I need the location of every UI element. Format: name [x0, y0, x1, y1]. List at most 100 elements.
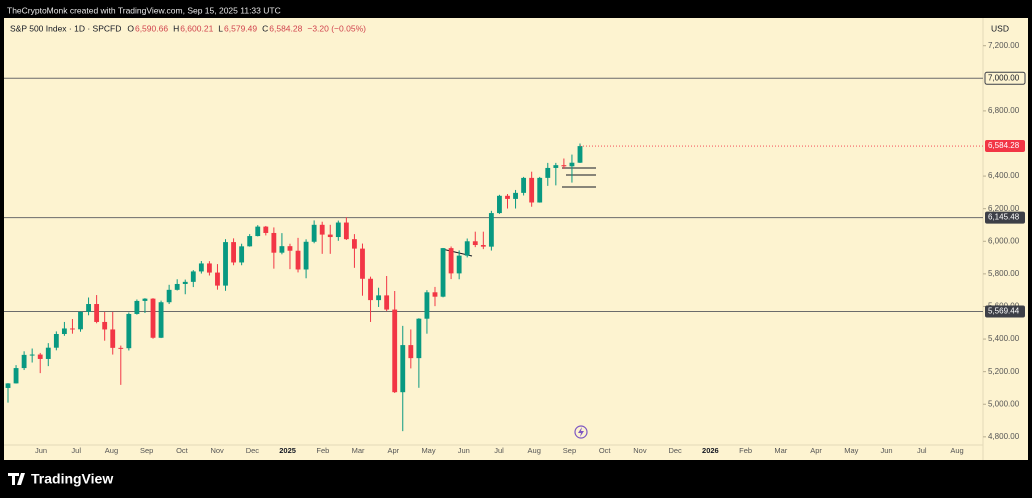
candle-body [279, 246, 285, 253]
candle-body [53, 334, 59, 348]
candle-body [319, 224, 325, 235]
level-label: 5,569.44 [988, 307, 1020, 316]
candle-body [126, 313, 132, 349]
y-tick-label: 5,400.00 [988, 334, 1020, 343]
candle-body [45, 347, 51, 359]
y-tick-label: 6,800.00 [988, 106, 1020, 115]
symbol: S&P 500 Index · 1D · SPCFD [10, 23, 121, 33]
x-tick-label: Mar [774, 446, 787, 455]
y-tick-label: 7,200.00 [988, 41, 1020, 50]
candle-body [343, 222, 349, 240]
candle-body [231, 242, 236, 263]
x-tick-label: 2025 [279, 446, 296, 455]
x-tick-label: May [844, 446, 858, 455]
x-tick-label: Aug [528, 446, 541, 455]
candle-body [37, 354, 43, 359]
x-tick-label: Feb [316, 446, 329, 455]
y-tick-label: 5,200.00 [988, 367, 1020, 376]
candle-body [287, 246, 293, 251]
candle-body [416, 318, 422, 359]
x-tick-label: Jul [917, 446, 927, 455]
candle-body [206, 263, 212, 273]
event-bolt[interactable] [578, 427, 584, 437]
ohlc-key: L [218, 23, 223, 33]
candle-body [537, 177, 543, 203]
x-tick-label: Apr [387, 446, 399, 455]
candle-body [94, 304, 100, 322]
x-tick-label: Sep [140, 446, 153, 455]
x-tick-label: Jul [71, 446, 81, 455]
level-label: 7,000.00 [988, 73, 1020, 82]
candle-body [376, 295, 382, 301]
level-label: 6,145.48 [988, 213, 1020, 222]
candle-body [440, 248, 446, 297]
candle-body [488, 213, 494, 247]
candle-body [295, 250, 301, 270]
candle-body [239, 246, 245, 263]
candle-body [118, 347, 124, 349]
candle-body [577, 146, 583, 163]
candle-body [303, 241, 309, 270]
event-icon[interactable] [574, 425, 588, 439]
candle-body [110, 329, 116, 348]
x-tick-label: Jun [880, 446, 892, 455]
x-tick-label: Dec [668, 446, 682, 455]
ohlc-value: 6,600.21 [180, 23, 213, 33]
candle-body [255, 226, 261, 237]
candle-body [311, 224, 317, 242]
candle-body [190, 271, 196, 282]
candle-body [392, 309, 398, 393]
candle-body [384, 295, 390, 310]
candle-body [263, 226, 269, 233]
candle-body [174, 283, 180, 290]
logo[interactable]: TradingView [8, 471, 113, 487]
x-tick-label: May [421, 446, 435, 455]
brand[interactable]: TradingView [31, 471, 113, 487]
candle-body [21, 354, 27, 369]
candle-body [215, 272, 220, 286]
candle-body [198, 263, 204, 272]
candle-body [70, 328, 75, 330]
candle-body [513, 192, 518, 199]
candle-body [497, 195, 502, 214]
candle-body [529, 177, 535, 203]
candle-body [360, 248, 365, 279]
candle-body [400, 345, 406, 393]
ohlc-value: 6,590.66 [135, 23, 168, 33]
y-tick-label: 5,800.00 [988, 269, 1020, 278]
candle-body [327, 234, 333, 238]
candle-body [61, 328, 67, 335]
candle-body [335, 222, 341, 238]
x-tick-label: Nov [633, 446, 647, 455]
x-tick-label: Sep [563, 446, 576, 455]
x-tick-label: Jun [35, 446, 47, 455]
x-tick-label: Aug [950, 446, 963, 455]
x-tick-label: 2026 [702, 446, 719, 455]
ohlc-change: −3.20 (−0.05%) [307, 23, 366, 33]
x-tick-label: Mar [352, 446, 365, 455]
candle-body [480, 245, 486, 247]
logo-mark[interactable] [8, 473, 25, 485]
candle-body [223, 242, 228, 286]
ohlc-value: 6,584.28 [269, 23, 302, 33]
y-tick-label: 6,000.00 [988, 236, 1020, 245]
candle-body [553, 165, 559, 168]
candle-body [464, 241, 470, 256]
candle-body [271, 232, 277, 253]
candle-body [545, 167, 551, 178]
currency: USD [991, 23, 1009, 33]
candle-body [569, 162, 575, 167]
y-tick-label: 5,000.00 [988, 399, 1020, 408]
attribution: TheCryptoMonk created with TradingView.c… [7, 5, 281, 15]
candle-body [142, 298, 148, 301]
level-label-box [985, 305, 1025, 318]
last-price-label: 6,584.28 [988, 141, 1020, 150]
x-tick-label: Oct [176, 446, 189, 455]
x-tick-label: Aug [105, 446, 118, 455]
event-circle[interactable] [574, 425, 588, 439]
ohlc-value: 6,579.49 [224, 23, 257, 33]
candle-body [5, 383, 11, 388]
y-tick-label: 4,800.00 [988, 432, 1020, 441]
